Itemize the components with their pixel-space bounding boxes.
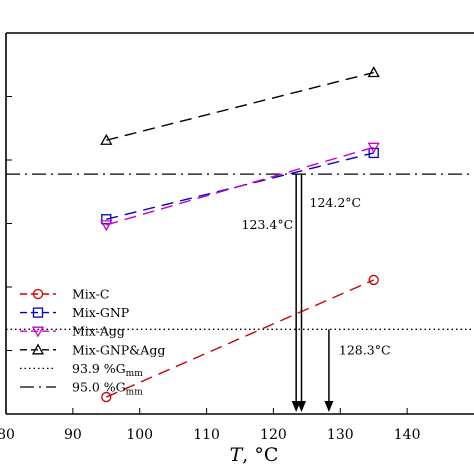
data-point-mix-gnp-agg — [367, 66, 380, 78]
legend-item: 95.0 %Gmm — [20, 380, 143, 398]
x-tick-label: 110 — [193, 427, 220, 443]
x-tick-label: 120 — [260, 427, 287, 443]
reference-lines — [6, 173, 474, 330]
x-tick-label: 100 — [126, 427, 153, 443]
legend-item: Mix-GNP — [20, 305, 129, 320]
series-mix-agg — [100, 142, 380, 232]
data-point-mix-gnp — [368, 147, 379, 159]
data-point-mix-agg — [367, 142, 380, 154]
legend-label: Mix-GNP&Agg — [72, 342, 165, 357]
legend-marker-mix-c — [32, 288, 44, 300]
annotation-arrow-head — [324, 401, 334, 412]
annotation-arrow-head — [291, 401, 301, 412]
legend-marker-mix-gnp-agg — [31, 343, 45, 355]
x-tick-label: 130 — [327, 427, 354, 443]
annotation-128-3-c: 128.3°C — [324, 329, 391, 412]
legend-item: 93.9 %Gmm — [20, 361, 143, 379]
data-point-mix-c — [368, 274, 379, 286]
axes: 80 90 100 110 120 130 140 — [0, 32, 474, 443]
series-line-mix-agg — [106, 146, 374, 226]
series-mix-gnp-agg — [100, 66, 380, 145]
annotations: 124.2°C 123.4°C 128.3°C — [242, 174, 391, 412]
legend-label: Mix-C — [72, 287, 109, 302]
legend-item: Mix-GNP&Agg — [20, 342, 165, 357]
annotation-123-4-c: 123.4°C — [242, 174, 301, 412]
legend-item: Mix-Agg — [20, 324, 125, 339]
legend-label: 95.0 %Gmm — [72, 380, 143, 398]
data-point-mix-agg — [100, 220, 113, 232]
series-mix-c — [101, 274, 379, 403]
annotation-label: 123.4°C — [242, 217, 294, 232]
x-tick-label: 90 — [64, 427, 82, 443]
legend-label: Mix-GNP — [72, 305, 129, 320]
series-lines — [100, 66, 380, 403]
data-point-mix-c — [101, 391, 112, 403]
data-point-mix-gnp — [101, 214, 112, 225]
legend-label: Mix-Agg — [72, 324, 125, 339]
legend-marker-mix-agg — [31, 326, 45, 338]
x-axis-title: T, °C — [230, 444, 279, 466]
data-point-mix-gnp-agg — [100, 133, 113, 145]
legend-label: 93.9 %Gmm — [72, 361, 143, 379]
annotation-124-2-c: 124.2°C — [297, 174, 361, 412]
series-line-mix-c — [106, 279, 374, 398]
series-line-mix-gnp-agg — [106, 71, 374, 141]
x-tick-label: 140 — [394, 427, 421, 443]
x-tick-label: 80 — [0, 427, 15, 443]
legend-marker-mix-gnp — [32, 307, 44, 318]
annotation-label: 128.3°C — [339, 342, 391, 357]
legend: Mix-C Mix-GNP Mix-Agg Mix-GNP&Agg 93.9 %Gmm9… — [20, 287, 165, 398]
annotation-label: 124.2°C — [310, 195, 362, 210]
legend-item: Mix-C — [20, 287, 109, 302]
